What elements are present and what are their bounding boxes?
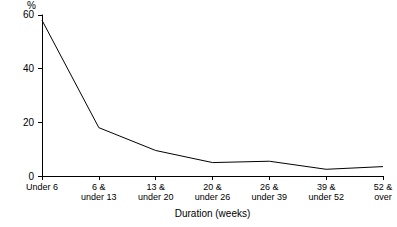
svg-text:under 52: under 52 (308, 192, 344, 202)
svg-text:13 &: 13 & (146, 182, 165, 192)
svg-text:under 26: under 26 (195, 192, 231, 202)
svg-text:under 20: under 20 (138, 192, 174, 202)
svg-text:over: over (374, 192, 392, 202)
svg-text:Duration (weeks): Duration (weeks) (175, 208, 251, 219)
svg-text:40: 40 (23, 63, 35, 74)
svg-text:39 &: 39 & (317, 182, 336, 192)
svg-text:under 39: under 39 (252, 192, 288, 202)
svg-text:60: 60 (23, 9, 35, 20)
svg-text:6 &: 6 & (92, 182, 106, 192)
svg-text:under 13: under 13 (81, 192, 117, 202)
svg-text:0: 0 (28, 171, 34, 182)
svg-text:Under 6: Under 6 (26, 182, 58, 192)
svg-text:26 &: 26 & (260, 182, 279, 192)
svg-text:20 &: 20 & (203, 182, 222, 192)
svg-text:20: 20 (23, 117, 35, 128)
svg-text:52 &: 52 & (374, 182, 393, 192)
